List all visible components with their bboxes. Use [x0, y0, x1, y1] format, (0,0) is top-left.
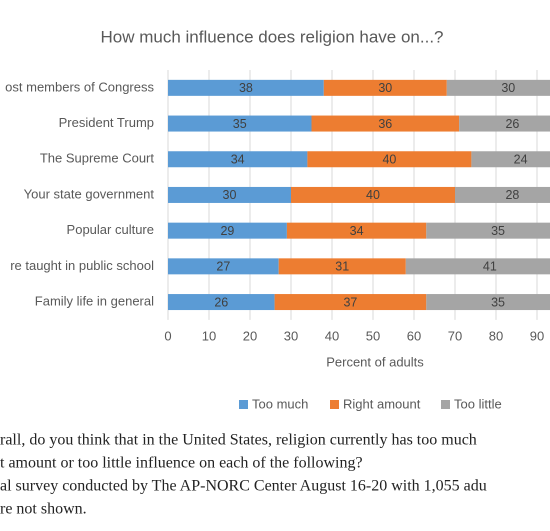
y-tick-label: The Supreme Court [40, 151, 155, 166]
y-tick-label: Family life in general [35, 293, 154, 308]
footnote: t amount or too little influence on each… [0, 455, 363, 472]
legend-label: Too much [252, 396, 308, 411]
x-tick-label: 70 [448, 328, 462, 343]
value-label: 35 [491, 224, 505, 238]
value-label: 28 [505, 188, 519, 202]
value-label: 36 [378, 117, 392, 131]
value-label: 38 [239, 81, 253, 95]
bar-segment [168, 79, 324, 96]
value-label: 34 [231, 153, 245, 167]
bar-segment [323, 79, 447, 96]
footnote: re not shown. [0, 501, 87, 518]
chart-title: How much influence does religion have on… [100, 27, 443, 46]
value-label: 30 [223, 188, 237, 202]
legend-swatch [330, 400, 339, 409]
bar-segment [291, 186, 455, 203]
bar-segment [274, 294, 427, 311]
x-tick-label: 40 [325, 328, 339, 343]
value-label: 30 [378, 81, 392, 95]
legend-swatch [239, 400, 248, 409]
legend-label: Too little [454, 396, 502, 411]
bar-segment [278, 258, 406, 275]
value-label: 40 [366, 188, 380, 202]
bar-segment [168, 258, 279, 275]
bar-segment [426, 294, 550, 311]
bar-segment [168, 294, 275, 311]
bar-segment [459, 115, 550, 132]
x-tick-label: 80 [489, 328, 503, 343]
x-axis-label: Percent of adults [326, 354, 424, 369]
x-tick-label: 20 [243, 328, 257, 343]
value-label: 35 [491, 295, 505, 309]
value-label: 26 [505, 117, 519, 131]
y-tick-label: Popular culture [67, 222, 154, 237]
x-tick-label: 0 [164, 328, 171, 343]
bar-segment [311, 115, 460, 132]
footnote: al survey conducted by The AP-NORC Cente… [0, 478, 487, 495]
x-tick-label: 60 [407, 328, 421, 343]
bar-segment [471, 151, 550, 168]
value-label: 34 [350, 224, 364, 238]
bar-segment [168, 186, 291, 203]
x-tick-label: 30 [284, 328, 298, 343]
y-tick-label: ost members of Congress [5, 79, 154, 94]
y-tick-label: President Trump [59, 115, 154, 130]
x-tick-label: 50 [366, 328, 380, 343]
bar-segment [455, 186, 550, 203]
value-label: 40 [382, 153, 396, 167]
value-label: 37 [343, 295, 357, 309]
x-tick-label: 10 [202, 328, 216, 343]
bar-segment [286, 222, 427, 239]
y-tick-label: re taught in public school [10, 258, 154, 273]
legend-swatch [441, 400, 450, 409]
value-label: 24 [514, 153, 528, 167]
footnote: rall, do you think that in the United St… [0, 432, 477, 449]
value-label: 35 [233, 117, 247, 131]
bar-segment [168, 115, 312, 132]
bar-segment [307, 151, 472, 168]
y-tick-label: Your state government [24, 186, 155, 201]
value-label: 27 [216, 260, 230, 274]
x-tick-label: 90 [530, 328, 544, 343]
value-label: 31 [335, 260, 349, 274]
bar-segment [168, 151, 308, 168]
value-label: 41 [483, 260, 497, 274]
value-label: 30 [501, 81, 515, 95]
bar-segment [405, 258, 550, 275]
value-label: 29 [220, 224, 234, 238]
bar-segment [426, 222, 550, 239]
bar-segment [446, 79, 550, 96]
bar-segment [168, 222, 287, 239]
legend-label: Right amount [343, 396, 421, 411]
value-label: 26 [214, 295, 228, 309]
